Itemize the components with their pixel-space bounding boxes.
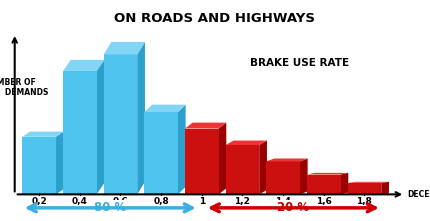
Bar — [307, 175, 341, 194]
Text: BRAKE USE RATE: BRAKE USE RATE — [250, 58, 349, 68]
Polygon shape — [348, 182, 389, 183]
Text: NUMBER OF
BRAKE  DEMANDS: NUMBER OF BRAKE DEMANDS — [0, 78, 48, 97]
Polygon shape — [56, 131, 64, 194]
Bar — [63, 71, 97, 194]
Text: 0,8: 0,8 — [153, 197, 169, 206]
Polygon shape — [22, 131, 64, 137]
Bar — [266, 162, 300, 194]
Text: 1,8: 1,8 — [356, 197, 372, 206]
Title: ON ROADS AND HIGHWAYS: ON ROADS AND HIGHWAYS — [114, 12, 316, 25]
Polygon shape — [381, 182, 389, 194]
Polygon shape — [144, 105, 186, 112]
Text: 1,4: 1,4 — [275, 197, 291, 206]
Bar — [226, 145, 259, 194]
Polygon shape — [63, 60, 104, 71]
Text: 20 %: 20 % — [277, 201, 309, 214]
Text: DECELERATION: DECELERATION — [407, 190, 430, 199]
Polygon shape — [341, 173, 348, 194]
Polygon shape — [300, 158, 307, 194]
Polygon shape — [259, 141, 267, 194]
Text: 1,2: 1,2 — [234, 197, 250, 206]
Polygon shape — [97, 60, 104, 194]
Text: 0,4: 0,4 — [72, 197, 88, 206]
Text: 80 %: 80 % — [94, 201, 126, 214]
Bar — [348, 183, 381, 194]
Polygon shape — [218, 123, 226, 194]
Polygon shape — [178, 105, 186, 194]
Polygon shape — [185, 123, 226, 129]
Polygon shape — [137, 42, 145, 194]
Bar — [104, 55, 137, 194]
Bar — [22, 137, 56, 194]
Text: 0,2: 0,2 — [31, 197, 47, 206]
Polygon shape — [266, 158, 307, 162]
Text: 1,6: 1,6 — [316, 197, 332, 206]
Polygon shape — [226, 141, 267, 145]
Bar — [144, 112, 178, 194]
Text: 0,6: 0,6 — [113, 197, 128, 206]
Polygon shape — [104, 42, 145, 55]
Bar — [185, 129, 218, 194]
Text: 1: 1 — [199, 197, 205, 206]
Polygon shape — [307, 173, 348, 175]
